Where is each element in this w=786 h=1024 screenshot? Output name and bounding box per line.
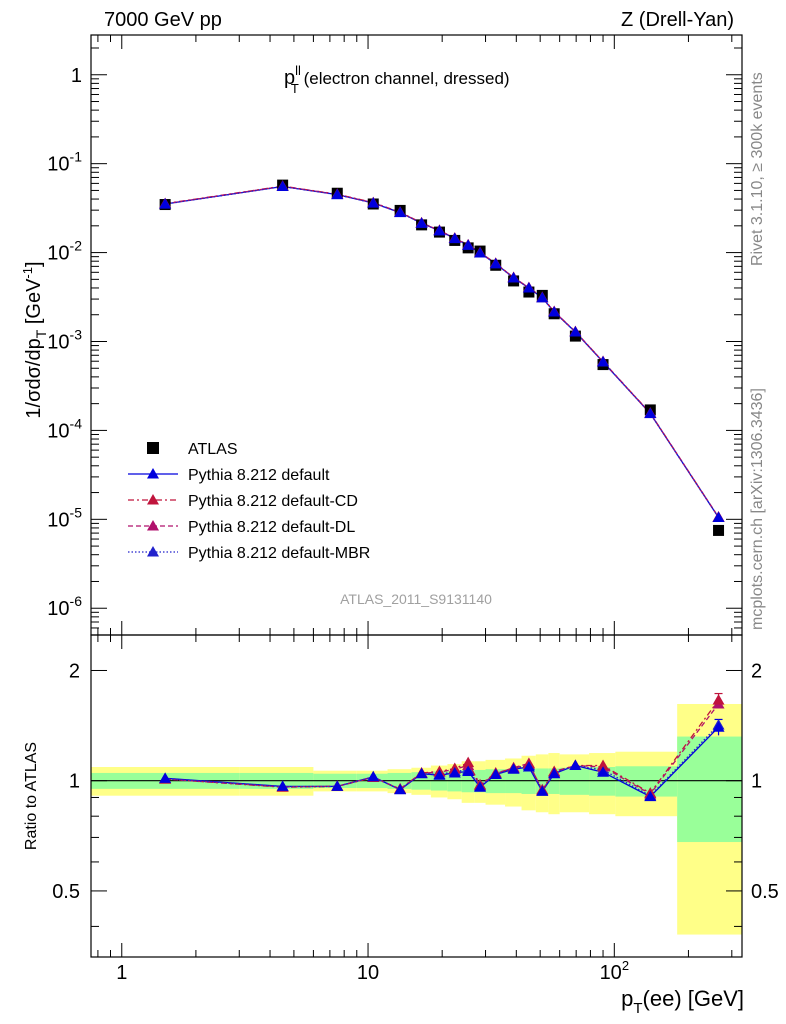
top-marker-default [507,271,520,283]
ratio-marker-cd [462,756,475,768]
ratio-marker-default [462,765,475,776]
ratio-marker-default [474,781,487,792]
top-marker-default [569,325,582,337]
y-tick-label: 10-4 [47,415,82,442]
series-lines [165,185,720,798]
ratio-marker-default [367,770,380,782]
analysis-id: ATLAS_2011_S9131140 [340,591,492,607]
header-right: Z (Drell-Yan) [621,9,734,31]
ratio-marker-default [489,768,502,779]
xlabel: pT(ee) [GeV] [621,986,744,1017]
ratio-marker-default [548,767,561,779]
top-marker-default [536,291,549,303]
top-marker-default [448,232,461,244]
top-marker-default [474,246,487,258]
top-marker-default [276,180,289,191]
legend-marker-cd [147,494,159,505]
top-marker-default [644,407,657,418]
ratio-marker-default [276,780,289,791]
ratio-marker-default [712,721,725,732]
top-marker-default [522,281,535,293]
y-tick-label: 1 [71,65,82,87]
x-tick-label: 102 [600,958,629,984]
header-left: 7000 GeV pp [104,9,222,31]
legend-label-mbr: Pythia 8.212 default-MBR [188,545,370,562]
top-marker-default [462,239,475,250]
ratio-marker-default [159,772,172,783]
top-marker-default [331,188,344,200]
ratio-marker-default [415,767,428,779]
band-inner [677,736,742,843]
legend-marker-dl [147,520,159,531]
top-marker-default [489,257,502,269]
y-tick-label: 10-5 [47,504,82,531]
ratio-marker-cd [597,759,610,771]
ratio-y-tick-label: 0.5 [52,881,80,903]
axes: 1 10 102 1 10-1 10-2 10-3 10-4 10-5 10-6 0.5 0.5 1 1 2… [47,34,779,984]
legend-marker-mbr [147,546,159,557]
ratio-y-tick-label: 1 [69,771,80,793]
y-tick-label: 10-3 [47,326,82,353]
ratio-y-tick-label-right: 1 [751,771,762,793]
ratio-marker-default [536,785,549,796]
top-marker-default [159,197,172,209]
y-tick-label: 10-6 [47,593,82,620]
y-tick-label: 10-1 [47,149,82,176]
ratio-marker-cd [712,694,725,705]
legend-label-dl: Pythia 8.212 default-DL [188,519,355,536]
legend: ATLAS Pythia 8.212 default Pythia 8.212 de… [128,441,370,562]
atlas-point [713,524,725,536]
x-tick-label: 10 [357,962,379,984]
legend-label-atlas: ATLAS [188,441,238,458]
ratio-marker-default [394,783,407,795]
ratio-y-tick-label: 2 [69,660,80,682]
ratio-bands [91,703,742,935]
ratio-marker-default [644,790,657,802]
ratio-marker-default [597,766,610,777]
ratio-marker-default [522,761,535,772]
x-tick-label: 1 [116,962,127,984]
ratio-marker-default [448,766,461,778]
legend-marker-atlas [147,442,159,454]
mcplots-label: mcplots.cern.ch [arXiv:1306.3436] [749,388,766,630]
plot-title: pll T (electron channel, dressed) [284,63,510,96]
legend-label-cd: Pythia 8.212 default-CD [188,493,358,510]
top-marker-default [394,206,407,218]
top-marker-default [712,511,725,522]
ratio-marker-default [507,763,520,774]
y-tick-label: 10-2 [47,238,82,265]
ratio-marker-default [331,780,344,791]
top-marker-default [415,217,428,228]
ratio-ylabel: Ratio to ATLAS [23,742,40,850]
ratio-marker-default [433,769,446,780]
top-marker-default [433,224,446,236]
top-marker-default [597,355,610,367]
ratio-y-tick-label-right: 0.5 [751,881,779,903]
top-ylabel: 1/σdσ/dpT [GeV-1] [20,261,49,418]
series-markers [159,179,725,802]
legend-marker-default [147,468,159,479]
ratio-y-tick-label-right: 2 [751,660,762,682]
top-marker-default [548,305,561,317]
rivet-label: Rivet 3.1.10, ≥ 300k events [749,72,766,266]
ratio-marker-default [569,759,582,771]
top-marker-default [367,197,380,208]
bottom-frame [90,634,743,958]
legend-label-default: Pythia 8.212 default [188,467,330,484]
